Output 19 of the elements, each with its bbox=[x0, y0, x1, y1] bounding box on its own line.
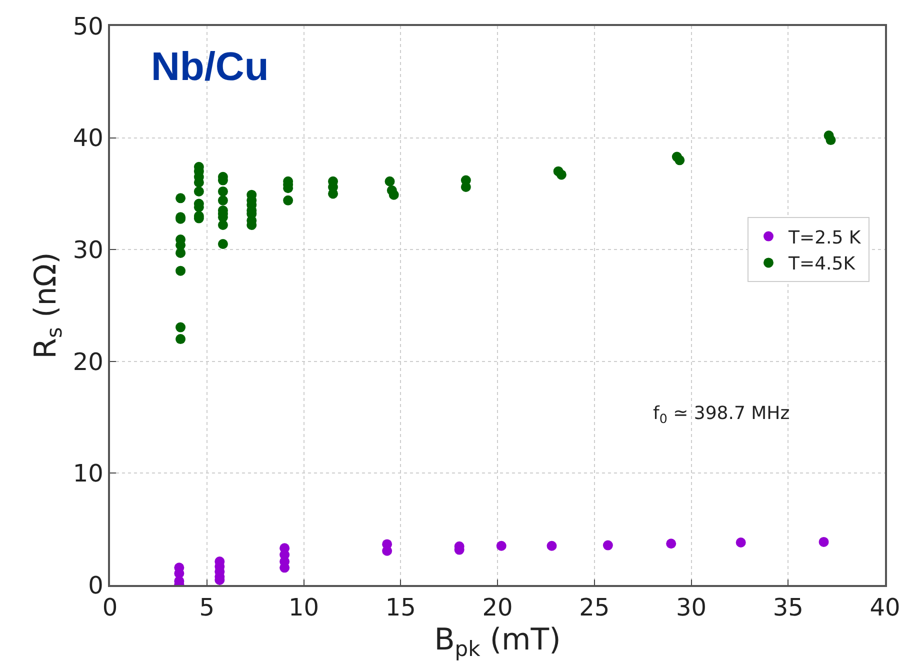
y-tick-label: 40 bbox=[72, 124, 104, 152]
x-tick-label: 25 bbox=[579, 594, 610, 622]
x-tick-label: 5 bbox=[199, 594, 215, 622]
legend-label: T=2.5 K bbox=[788, 227, 862, 248]
y-tick-label: 0 bbox=[88, 571, 104, 600]
x-tick-label: 30 bbox=[676, 594, 707, 622]
x-tick-label: 10 bbox=[288, 594, 320, 622]
y-tick-label: 50 bbox=[72, 12, 104, 40]
y-tick-label: 20 bbox=[72, 348, 104, 376]
annotation: f$_{0}$ ≃ 398.7 MHz bbox=[653, 403, 790, 426]
x-tick-label: 20 bbox=[482, 594, 513, 622]
text: Nb/Cu bbox=[151, 45, 269, 89]
y-tick-label: 30 bbox=[72, 236, 104, 264]
y-tick-label: 10 bbox=[72, 460, 104, 488]
x-axis-title: B$_{pk}$ (mT) bbox=[434, 622, 561, 661]
x-tick-label: 40 bbox=[870, 594, 900, 622]
x-tick-label: 35 bbox=[772, 594, 804, 622]
legend-label: T=4.5K bbox=[788, 254, 856, 275]
x-tick-label: 15 bbox=[385, 594, 416, 622]
